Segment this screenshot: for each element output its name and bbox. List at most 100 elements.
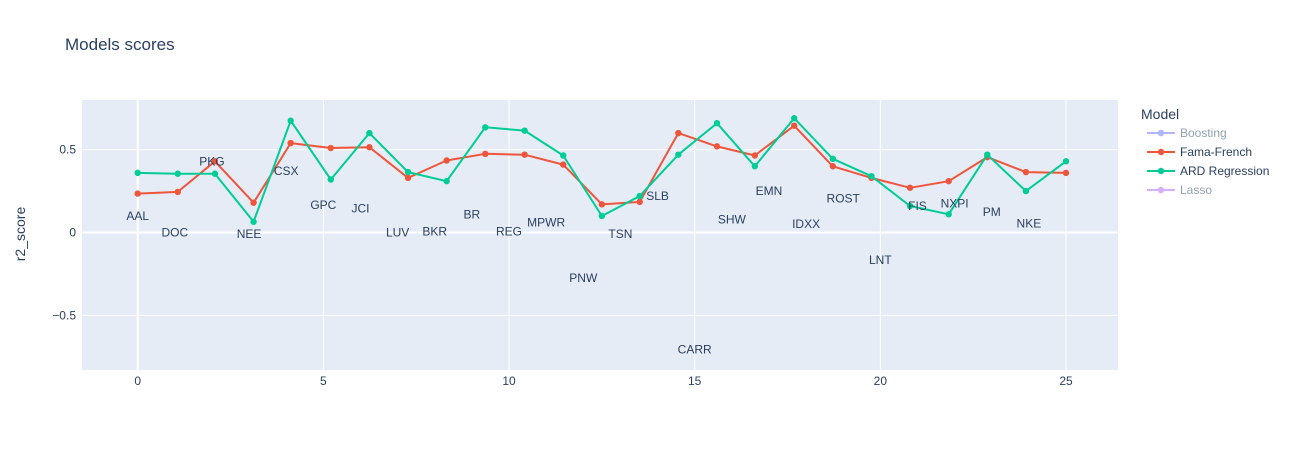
legend-item[interactable]: ARD Regression: [1147, 164, 1269, 178]
annotation-label: NKE: [1017, 216, 1042, 230]
data-point[interactable]: [675, 129, 682, 137]
y-tick-label: 0: [69, 226, 76, 240]
x-tick-label: 10: [502, 374, 516, 388]
data-point[interactable]: [174, 188, 182, 196]
data-point[interactable]: [906, 184, 914, 191]
data-point[interactable]: [945, 211, 952, 218]
data-point[interactable]: [713, 119, 721, 127]
annotation-label: SHW: [718, 212, 747, 226]
data-point[interactable]: [1022, 187, 1030, 195]
legend-title: Model: [1141, 106, 1179, 122]
data-point[interactable]: [1062, 169, 1070, 177]
legend-item[interactable]: Lasso: [1147, 183, 1212, 197]
data-point[interactable]: [134, 190, 141, 197]
annotation-label: PNW: [569, 271, 598, 285]
annotation-label: TSN: [608, 227, 632, 241]
annotations: AAL DOC PKG NEE CSX GPC JCI LUV BKR BR REG MPWR PNW T…: [126, 154, 1041, 356]
data-point[interactable]: [791, 122, 798, 129]
data-point[interactable]: [521, 151, 528, 158]
annotation-label: ROST: [827, 192, 861, 206]
x-tick-label: 25: [1059, 374, 1073, 388]
annotation-label: DOC: [161, 226, 188, 240]
y-tick-label: 0.5: [59, 143, 76, 157]
data-point[interactable]: [560, 161, 567, 168]
data-point[interactable]: [868, 172, 875, 180]
data-point[interactable]: [287, 117, 294, 124]
legend-item[interactable]: Fama-French: [1147, 145, 1252, 159]
data-point[interactable]: [560, 152, 567, 159]
legend-marker-swatch: [1157, 186, 1165, 194]
annotation-label: IDXX: [792, 217, 820, 231]
annotation-label: SLB: [646, 189, 669, 203]
annotation-label: MPWR: [527, 216, 565, 230]
data-point[interactable]: [945, 177, 952, 185]
annotation-label: BKR: [422, 225, 447, 239]
y-tick-label: −0.5: [52, 308, 76, 322]
annotation-label: GPC: [310, 198, 336, 212]
data-point[interactable]: [250, 199, 257, 206]
data-point[interactable]: [366, 129, 373, 137]
grid-lines: [82, 100, 1118, 370]
data-point[interactable]: [404, 168, 412, 176]
chart-title: Models scores: [65, 35, 175, 54]
data-point[interactable]: [829, 163, 837, 170]
data-point[interactable]: [636, 198, 643, 206]
legend-marker-swatch: [1157, 148, 1165, 156]
data-series: [134, 115, 1070, 225]
series-fama-french: [134, 122, 1070, 208]
data-point[interactable]: [404, 174, 412, 182]
data-point[interactable]: [521, 127, 528, 134]
data-point[interactable]: [636, 192, 643, 200]
legend-label: Boosting: [1180, 126, 1227, 140]
data-point[interactable]: [984, 151, 991, 158]
data-point[interactable]: [675, 151, 682, 158]
annotation-label: BR: [464, 207, 481, 221]
annotation-label: PM: [983, 205, 1001, 219]
data-point[interactable]: [327, 144, 334, 152]
annotation-label: FIS: [908, 199, 927, 213]
data-point[interactable]: [443, 177, 450, 185]
data-point[interactable]: [829, 155, 837, 163]
legend-marker-swatch: [1157, 129, 1165, 137]
data-point[interactable]: [174, 170, 182, 177]
data-point[interactable]: [211, 170, 219, 177]
legend-label: Fama-French: [1180, 145, 1252, 159]
data-point[interactable]: [482, 124, 489, 131]
y-axis-label: r2_score: [12, 207, 28, 262]
annotation-label: PKG: [199, 154, 224, 168]
data-point[interactable]: [134, 169, 141, 177]
data-point[interactable]: [366, 144, 373, 151]
data-point[interactable]: [482, 150, 489, 158]
data-point[interactable]: [713, 143, 721, 150]
data-point[interactable]: [751, 163, 759, 170]
data-point[interactable]: [250, 218, 257, 225]
annotation-label: JCI: [351, 201, 369, 215]
annotation-label: NXPI: [941, 197, 969, 211]
data-point[interactable]: [751, 152, 759, 159]
legend-item[interactable]: Boosting: [1147, 126, 1227, 140]
annotation-label: AAL: [126, 209, 149, 223]
data-point[interactable]: [1022, 168, 1030, 176]
plot-background: [82, 100, 1118, 370]
annotation-label: LNT: [869, 253, 892, 267]
data-point[interactable]: [287, 139, 294, 147]
x-tick-label: 15: [688, 374, 702, 388]
data-point[interactable]: [1062, 158, 1070, 165]
data-point[interactable]: [211, 158, 219, 165]
data-point[interactable]: [598, 201, 606, 208]
annotation-label: NEE: [237, 227, 262, 241]
annotation-label: EMN: [756, 184, 783, 198]
x-tick-label: 5: [320, 374, 327, 388]
legend-label: ARD Regression: [1180, 164, 1269, 178]
x-tick-label: 20: [874, 374, 888, 388]
data-point[interactable]: [906, 202, 914, 210]
annotation-label: CSX: [274, 164, 299, 178]
data-point[interactable]: [443, 157, 450, 164]
x-tick-label: 0: [134, 374, 141, 388]
data-point[interactable]: [791, 115, 798, 122]
data-point[interactable]: [598, 212, 606, 220]
data-point[interactable]: [327, 176, 334, 183]
